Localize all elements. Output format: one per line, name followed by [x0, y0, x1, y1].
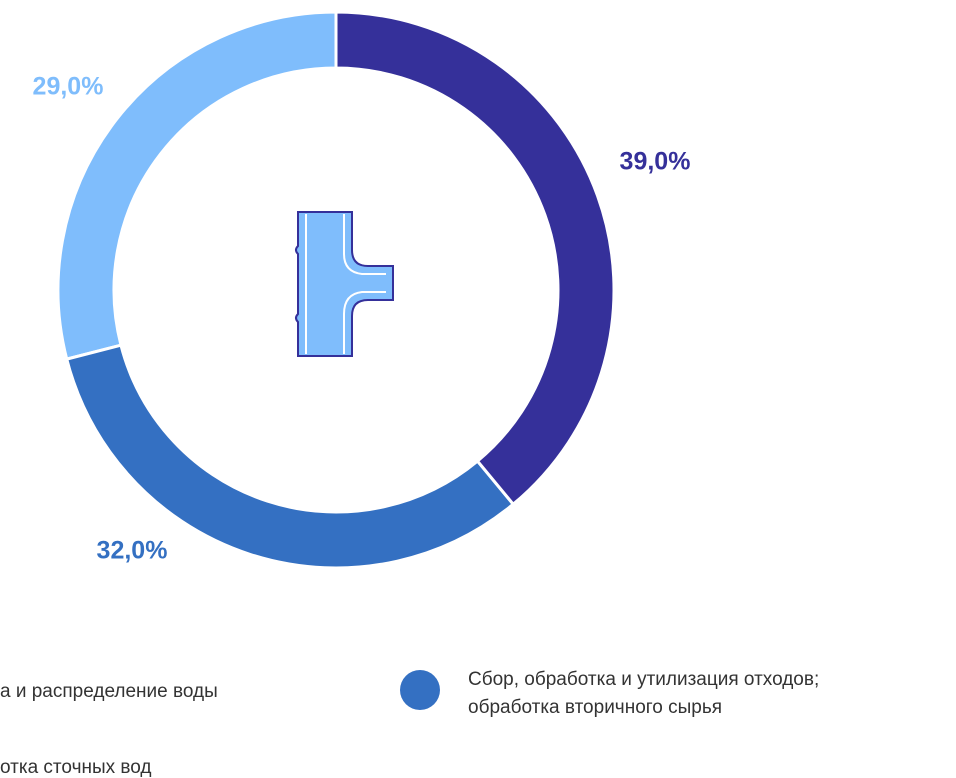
legend-marker	[400, 670, 440, 710]
center-icon	[295, 211, 394, 357]
value-label: 32,0%	[97, 537, 168, 565]
legend-label: а и распределение воды	[0, 681, 218, 702]
value-label: 39,0%	[620, 148, 691, 176]
donut-segment	[334, 10, 616, 507]
chart: 39,0% 32,0% 29,0%	[33, 10, 691, 570]
donut-segment	[64, 343, 516, 570]
legend-label: отка сточных вод	[0, 757, 152, 778]
value-label: 29,0%	[33, 73, 104, 101]
donut-segment	[56, 10, 338, 361]
legend-label: Сбор, обработка и утилизация отходов; об…	[468, 669, 820, 718]
